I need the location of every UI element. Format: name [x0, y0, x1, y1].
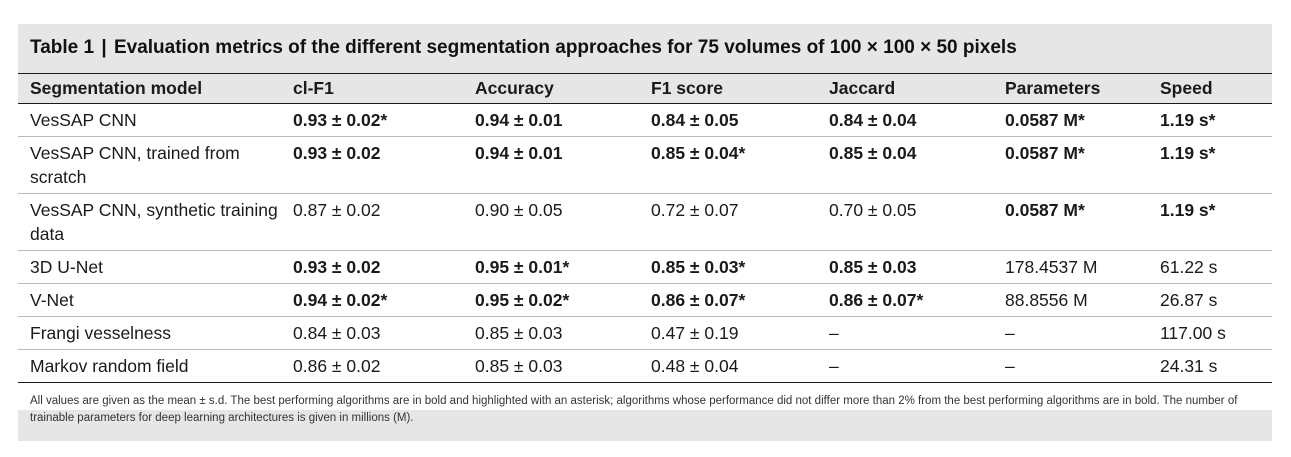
accuracy-cell: 0.85 ± 0.03 [463, 349, 639, 383]
cl-f1-cell: 0.87 ± 0.02 [281, 193, 463, 251]
table-row: Markov random field 0.86 ± 0.02 0.85 ± 0.0… [18, 349, 1272, 383]
table-row: VesSAP CNN 0.93 ± 0.02* 0.94 ± 0.01 0.84 ± … [18, 103, 1272, 137]
speed-cell: 24.31 s [1148, 349, 1272, 383]
parameters-cell: 0.0587 M* [993, 136, 1148, 194]
model-name-cell: Frangi vesselness [18, 316, 281, 350]
jaccard-cell: 0.85 ± 0.03 [817, 250, 993, 284]
caption-label: Table 1 [30, 37, 95, 58]
header-f1-score: F1 score [639, 73, 817, 104]
accuracy-cell: 0.95 ± 0.02* [463, 283, 639, 317]
table-footnote: All values are given as the mean ± s.d. … [30, 395, 1238, 424]
jaccard-cell: 0.86 ± 0.07* [817, 283, 993, 317]
table-container: Segmentation model cl-F1 Accuracy F1 sco… [18, 73, 1272, 410]
model-name-cell: 3D U-Net [18, 250, 281, 284]
parameters-cell: 178.4537 M [993, 250, 1148, 284]
header-row: Segmentation model cl-F1 Accuracy F1 sco… [18, 73, 1272, 104]
cl-f1-cell: 0.93 ± 0.02* [281, 103, 463, 137]
table-caption: Table 1 | Evaluation metrics of the diff… [30, 37, 1260, 59]
cl-f1-cell: 0.93 ± 0.02 [281, 136, 463, 194]
parameters-cell: 0.0587 M* [993, 103, 1148, 137]
header-accuracy: Accuracy [463, 73, 639, 104]
f1-score-cell: 0.85 ± 0.04* [639, 136, 817, 194]
table-row: V-Net 0.94 ± 0.02* 0.95 ± 0.02* 0.86 ± 0.07… [18, 283, 1272, 317]
jaccard-cell: 0.70 ± 0.05 [817, 193, 993, 251]
model-name-cell: VesSAP CNN [18, 103, 281, 137]
speed-cell: 1.19 s* [1148, 103, 1272, 137]
cl-f1-cell: 0.86 ± 0.02 [281, 349, 463, 383]
jaccard-cell: – [817, 349, 993, 383]
cl-f1-cell: 0.93 ± 0.02 [281, 250, 463, 284]
model-name-cell: VesSAP CNN, trained from scratch [18, 136, 281, 194]
f1-score-cell: 0.86 ± 0.07* [639, 283, 817, 317]
jaccard-cell: 0.85 ± 0.04 [817, 136, 993, 194]
speed-cell: 1.19 s* [1148, 193, 1272, 251]
f1-score-cell: 0.85 ± 0.03* [639, 250, 817, 284]
model-name-cell: V-Net [18, 283, 281, 317]
speed-cell: 61.22 s [1148, 250, 1272, 284]
speed-cell: 117.00 s [1148, 316, 1272, 350]
header-cl-f1: cl-F1 [281, 73, 463, 104]
table-row: Frangi vesselness 0.84 ± 0.03 0.85 ± 0.03 0… [18, 316, 1272, 350]
speed-cell: 1.19 s* [1148, 136, 1272, 194]
jaccard-cell: – [817, 316, 993, 350]
f1-score-cell: 0.47 ± 0.19 [639, 316, 817, 350]
header-jaccard: Jaccard [817, 73, 993, 104]
cl-f1-cell: 0.94 ± 0.02* [281, 283, 463, 317]
parameters-cell: 0.0587 M* [993, 193, 1148, 251]
accuracy-cell: 0.94 ± 0.01 [463, 103, 639, 137]
caption-separator: | [101, 37, 107, 58]
metrics-table: Segmentation model cl-F1 Accuracy F1 sco… [18, 73, 1272, 383]
accuracy-cell: 0.94 ± 0.01 [463, 136, 639, 194]
f1-score-cell: 0.84 ± 0.05 [639, 103, 817, 137]
model-name-cell: Markov random field [18, 349, 281, 383]
header-parameters: Parameters [993, 73, 1148, 104]
table-row: VesSAP CNN, trained from scratch 0.93 ± 0… [18, 136, 1272, 194]
f1-score-cell: 0.72 ± 0.07 [639, 193, 817, 251]
table-body: VesSAP CNN 0.93 ± 0.02* 0.94 ± 0.01 0.84 ± … [18, 103, 1272, 383]
f1-score-cell: 0.48 ± 0.04 [639, 349, 817, 383]
model-name-cell: VesSAP CNN, synthetic training data [18, 193, 281, 251]
accuracy-cell: 0.85 ± 0.03 [463, 316, 639, 350]
parameters-cell: 88.8556 M [993, 283, 1148, 317]
accuracy-cell: 0.90 ± 0.05 [463, 193, 639, 251]
table-row: VesSAP CNN, synthetic training data 0.87 … [18, 193, 1272, 251]
parameters-cell: – [993, 349, 1148, 383]
caption-text: Evaluation metrics of the different segm… [113, 37, 1017, 58]
speed-cell: 26.87 s [1148, 283, 1272, 317]
table-row: 3D U-Net 0.93 ± 0.02 0.95 ± 0.01* 0.85 ± 0.… [18, 250, 1272, 284]
header-speed: Speed [1148, 73, 1272, 104]
header-segmentation-model: Segmentation model [18, 73, 281, 104]
jaccard-cell: 0.84 ± 0.04 [817, 103, 993, 137]
cl-f1-cell: 0.84 ± 0.03 [281, 316, 463, 350]
accuracy-cell: 0.95 ± 0.01* [463, 250, 639, 284]
table-header: Segmentation model cl-F1 Accuracy F1 sco… [18, 73, 1272, 104]
parameters-cell: – [993, 316, 1148, 350]
table-panel: Table 1 | Evaluation metrics of the diff… [18, 24, 1272, 441]
